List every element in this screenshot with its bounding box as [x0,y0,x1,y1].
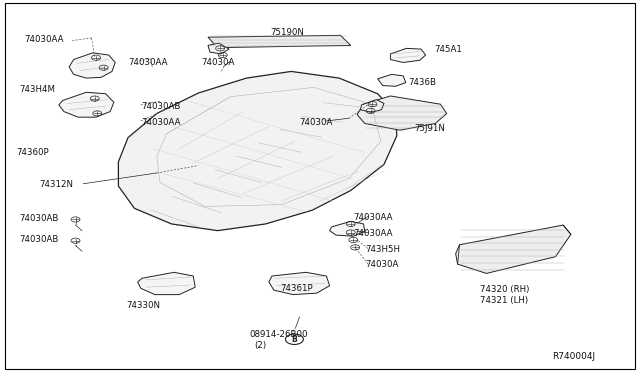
Text: 74030AB: 74030AB [141,102,180,110]
Polygon shape [69,53,115,78]
Text: 74312N: 74312N [40,180,74,189]
Text: 74030AA: 74030AA [24,35,64,44]
Text: 745A1: 745A1 [434,45,462,54]
Text: 7436B: 7436B [408,78,436,87]
Text: 74030A: 74030A [300,118,333,126]
Text: 74361P: 74361P [280,284,313,293]
Polygon shape [378,74,406,86]
Text: 75J91N: 75J91N [415,124,445,133]
Polygon shape [59,92,114,117]
Polygon shape [138,272,195,295]
Text: 74321 (LH): 74321 (LH) [480,296,528,305]
Text: 74030AA: 74030AA [128,58,168,67]
Text: 74360P: 74360P [16,148,49,157]
Polygon shape [357,96,447,130]
Text: 08914-26B00: 08914-26B00 [250,330,308,339]
Text: 74030AB: 74030AB [19,214,59,223]
Polygon shape [330,221,365,236]
Polygon shape [456,225,571,273]
Text: 743H5H: 743H5H [365,245,400,254]
Text: 74030AA: 74030AA [353,213,393,222]
Text: 74030AB: 74030AB [19,235,59,244]
Text: 74320 (RH): 74320 (RH) [480,285,529,294]
Text: 74030AA: 74030AA [141,118,180,126]
Polygon shape [208,35,351,48]
Text: (2): (2) [255,341,267,350]
Text: 743H4M: 743H4M [19,85,55,94]
Polygon shape [208,43,229,54]
Polygon shape [269,272,330,295]
Text: R740004J: R740004J [552,352,595,361]
Text: 74030A: 74030A [365,260,398,269]
Text: 74330N: 74330N [127,301,161,310]
Text: 74030A: 74030A [202,58,235,67]
Text: 74030AA: 74030AA [353,229,393,238]
Polygon shape [118,71,397,231]
Polygon shape [360,100,384,112]
Text: B: B [292,335,297,344]
Text: 75190N: 75190N [270,28,304,37]
Polygon shape [390,48,426,62]
